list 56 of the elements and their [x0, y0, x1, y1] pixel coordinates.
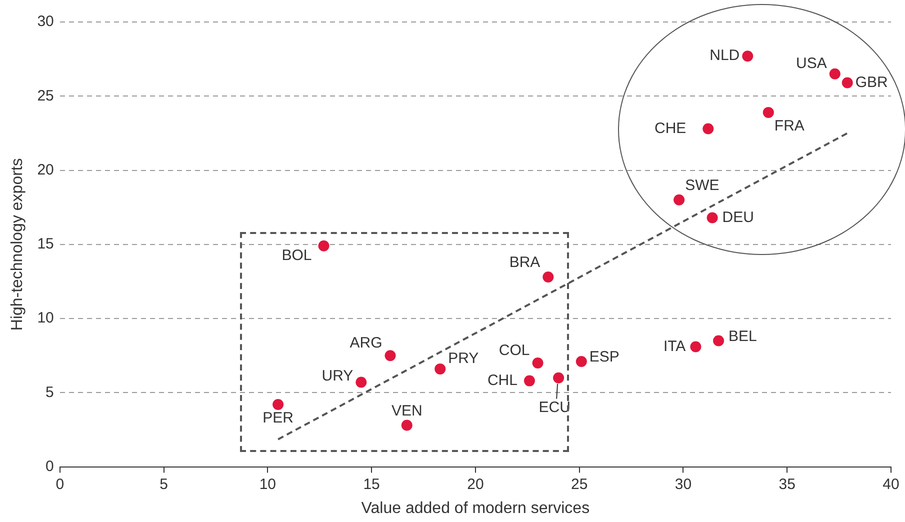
point	[713, 335, 724, 346]
annotation: COL	[498, 342, 530, 360]
y-axis-title: High-technology exports	[9, 158, 26, 331]
point	[524, 375, 535, 386]
x-tick-label: 10	[259, 476, 276, 493]
y-tick-label: 25	[37, 87, 54, 104]
point	[576, 356, 587, 368]
point	[762, 106, 774, 118]
annotation: CHE	[654, 120, 686, 137]
x-tick-label: 15	[363, 476, 380, 493]
point	[272, 399, 284, 410]
point	[542, 272, 554, 283]
x-tick-label: 20	[467, 476, 484, 493]
point	[356, 376, 367, 388]
y-tick-label: 10	[37, 310, 54, 327]
x-tick-label: 25	[570, 476, 588, 493]
annotation: DEU	[722, 208, 754, 226]
annotation: SWE	[685, 177, 720, 194]
point	[674, 194, 685, 206]
annotation: ARG	[350, 334, 382, 352]
point	[401, 420, 412, 431]
y-tick-label: 30	[37, 13, 54, 30]
y-tick-label: 5	[46, 384, 54, 401]
point	[706, 212, 718, 224]
annotation: PER	[262, 410, 294, 427]
x-tick-label: 35	[778, 476, 796, 493]
point	[384, 350, 396, 362]
point	[690, 341, 702, 352]
annotation: PRY	[448, 350, 479, 368]
annotation: BEL	[728, 328, 757, 345]
annotation: BRA	[509, 254, 540, 272]
annotation: GBR	[855, 74, 888, 91]
x-tick-label: 40	[882, 476, 900, 493]
x-tick-label: 5	[160, 476, 168, 493]
x-tick-label: 30	[674, 476, 692, 493]
y-tick-label: 0	[46, 458, 54, 475]
annotation: CHL	[487, 372, 518, 389]
point	[702, 123, 714, 134]
annotation: URY	[322, 367, 354, 384]
point	[532, 358, 544, 369]
point	[434, 363, 446, 374]
annotation: BOL	[282, 247, 312, 264]
annotation: USA	[796, 55, 827, 72]
annotation: ESP	[589, 348, 620, 366]
annotation: ITA	[663, 338, 686, 355]
point	[742, 50, 754, 62]
x-axis-title: Value added of modern services	[361, 500, 590, 517]
point	[553, 372, 564, 384]
annotation: VEN	[391, 402, 422, 420]
annotation: FRA	[774, 118, 804, 135]
y-tick-label: 15	[37, 236, 54, 253]
point	[318, 240, 330, 252]
annotation: NLD	[710, 47, 740, 64]
point	[829, 68, 840, 80]
y-tick-label: 20	[37, 161, 54, 178]
point	[842, 77, 853, 88]
